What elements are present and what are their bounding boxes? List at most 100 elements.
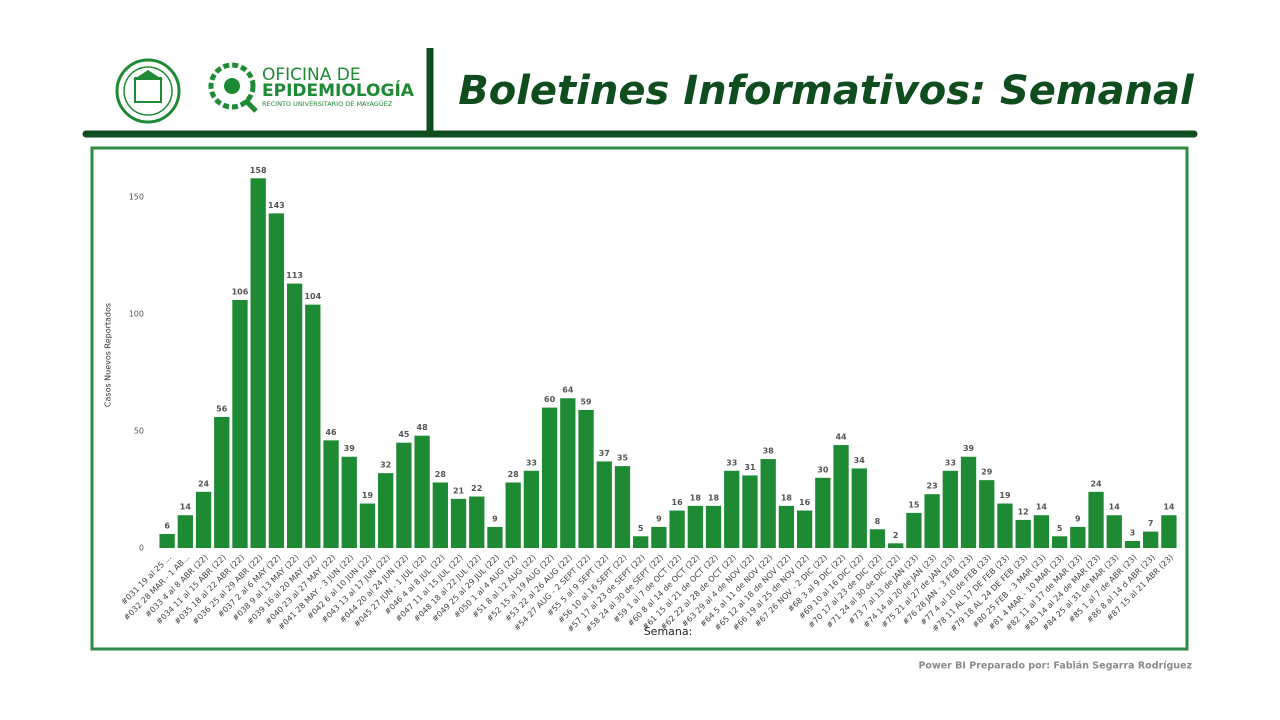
bar xyxy=(1124,540,1141,548)
bar xyxy=(979,480,995,548)
bar xyxy=(359,503,376,548)
data-label: 24 xyxy=(1090,479,1102,488)
bar xyxy=(633,536,649,548)
chart-frame xyxy=(90,146,1189,651)
data-label: 34 xyxy=(854,456,866,465)
bar xyxy=(232,299,248,548)
logo-text: OFICINA DE xyxy=(262,65,361,85)
data-label: 21 xyxy=(453,486,465,495)
data-label: 9 xyxy=(492,514,498,523)
data-label: 12 xyxy=(1018,507,1029,516)
data-label: 106 xyxy=(232,287,249,296)
bar xyxy=(177,515,193,548)
data-label: 14 xyxy=(180,503,192,512)
data-label: 39 xyxy=(344,444,356,453)
bar xyxy=(742,475,758,548)
bar xyxy=(906,512,922,548)
bar xyxy=(596,461,612,548)
data-label: 104 xyxy=(304,292,321,301)
bar xyxy=(541,407,558,548)
data-label: 19 xyxy=(999,491,1011,500)
bar xyxy=(432,482,448,548)
bar xyxy=(651,526,667,548)
data-label: 7 xyxy=(1148,519,1154,528)
data-label: 143 xyxy=(268,201,285,210)
bar xyxy=(724,470,740,548)
data-label: 15 xyxy=(908,500,920,509)
data-label: 9 xyxy=(656,514,662,523)
bar xyxy=(833,445,849,548)
bar xyxy=(1051,536,1068,548)
data-label: 14 xyxy=(1036,503,1048,512)
bar xyxy=(214,416,230,548)
data-label: 48 xyxy=(417,423,429,432)
bar xyxy=(286,283,303,548)
y-axis-label: Casos Nuevos Reportados xyxy=(104,303,113,407)
data-label: 28 xyxy=(508,470,520,479)
bar xyxy=(669,510,685,548)
data-label: 9 xyxy=(1075,514,1081,523)
data-label: 18 xyxy=(781,493,793,502)
bar xyxy=(851,468,867,548)
bar xyxy=(687,505,703,548)
bar xyxy=(888,543,904,548)
y-tick-label: 150 xyxy=(129,193,144,202)
data-label: 16 xyxy=(799,498,811,507)
logo-subtext: RECINTO UNIVERSITARIO DE MAYAGÜEZ xyxy=(262,99,393,108)
data-label: 5 xyxy=(1057,524,1063,533)
bar xyxy=(341,456,357,548)
bar xyxy=(578,409,594,548)
data-label: 46 xyxy=(325,428,337,437)
page-title: Boletines Informativos: Semanal xyxy=(458,68,1195,114)
data-label: 28 xyxy=(435,470,447,479)
data-label: 158 xyxy=(250,166,267,175)
bar xyxy=(505,482,521,548)
bar xyxy=(1015,519,1031,548)
data-label: 23 xyxy=(927,482,938,491)
bar xyxy=(997,503,1013,548)
data-label: 19 xyxy=(362,491,374,500)
data-label: 38 xyxy=(763,447,775,456)
bar xyxy=(323,440,339,548)
data-label: 59 xyxy=(580,397,592,406)
data-label: 113 xyxy=(286,271,303,280)
data-label: 18 xyxy=(690,493,702,502)
university-seal xyxy=(115,58,181,124)
bar xyxy=(869,529,886,548)
x-axis-label: Semana: xyxy=(644,625,693,638)
bar xyxy=(778,505,795,548)
data-label: 29 xyxy=(981,468,993,477)
bar xyxy=(796,510,813,548)
y-tick-label: 50 xyxy=(134,427,144,436)
bar xyxy=(195,491,212,548)
data-label: 14 xyxy=(1163,503,1175,512)
data-label: 22 xyxy=(471,484,482,493)
data-label: 30 xyxy=(817,465,829,474)
data-label: 37 xyxy=(599,449,610,458)
data-label: 24 xyxy=(198,479,210,488)
data-label: 33 xyxy=(726,458,737,467)
data-label: 8 xyxy=(875,517,881,526)
data-label: 56 xyxy=(216,404,228,413)
footer-credit: Power BI Preparado por: Fabián Segarra R… xyxy=(918,661,1192,672)
bar xyxy=(1070,526,1086,548)
y-tick-label: 100 xyxy=(129,310,144,319)
bar xyxy=(487,526,503,548)
data-label: 2 xyxy=(893,531,899,540)
data-label: 39 xyxy=(963,444,975,453)
bar xyxy=(560,398,576,548)
data-label: 6 xyxy=(164,521,170,530)
bar xyxy=(960,456,977,548)
bar xyxy=(450,498,467,548)
data-label: 32 xyxy=(380,461,391,470)
bar xyxy=(614,466,631,548)
data-label: 3 xyxy=(1130,528,1136,537)
bar xyxy=(924,494,940,548)
data-label: 33 xyxy=(945,458,956,467)
data-label: 45 xyxy=(398,430,410,439)
data-label: 35 xyxy=(617,454,629,463)
bar xyxy=(159,533,175,548)
bar xyxy=(268,213,285,548)
